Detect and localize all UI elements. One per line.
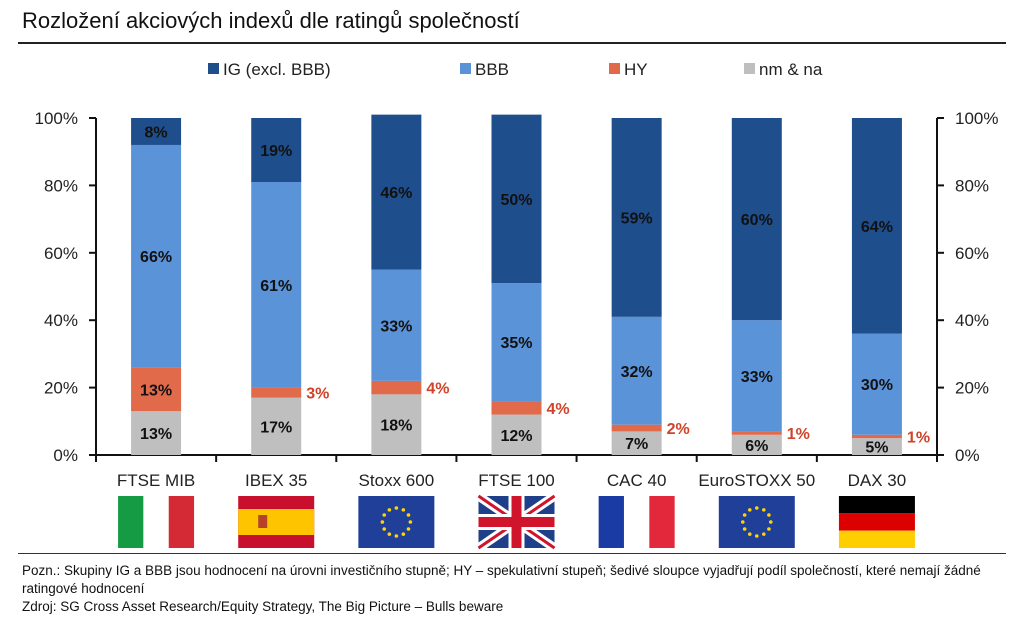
eu-flag xyxy=(718,496,795,548)
eu-flag xyxy=(358,496,435,548)
data-label-hy: 2% xyxy=(667,421,690,438)
y-tick-label-right: 0% xyxy=(955,446,980,465)
legend-swatch-ig xyxy=(208,63,219,74)
bar-segment-bbb xyxy=(731,320,782,432)
italy-flag xyxy=(118,496,195,548)
y-tick-label-left: 100% xyxy=(35,109,78,128)
bar-segment-bbb xyxy=(371,269,422,381)
data-label-hy: 4% xyxy=(547,401,570,418)
data-label-bbb: 35% xyxy=(500,335,532,352)
chart-title: Rozložení akciových indexů dle ratingů s… xyxy=(22,8,520,33)
bar-segment-ig xyxy=(611,118,662,317)
y-tick-label-left: 60% xyxy=(44,244,78,263)
data-label-bbb: 32% xyxy=(621,364,653,381)
data-label-hy: 1% xyxy=(907,429,930,446)
y-tick-label-right: 40% xyxy=(955,311,989,330)
x-category-label: IBEX 35 xyxy=(245,471,307,490)
france-flag xyxy=(598,496,675,548)
bar-segment-nm xyxy=(491,414,542,455)
y-tick-label-left: 40% xyxy=(44,311,78,330)
bar-segment-ig xyxy=(131,118,182,145)
data-label-nm: 6% xyxy=(745,438,768,455)
data-label-hy: 13% xyxy=(140,382,172,399)
data-label-ig: 19% xyxy=(260,143,292,160)
title-divider xyxy=(18,42,1006,44)
data-label-ig: 50% xyxy=(500,192,532,209)
data-label-bbb: 33% xyxy=(380,318,412,335)
bar-segment-bbb xyxy=(611,316,662,425)
bar-segment-bbb xyxy=(491,283,542,402)
bar-segment-hy xyxy=(491,401,542,415)
data-label-ig: 46% xyxy=(380,185,412,202)
data-label-nm: 7% xyxy=(625,436,648,453)
data-label-bbb: 33% xyxy=(741,369,773,386)
data-label-nm: 12% xyxy=(500,428,532,445)
bar-segment-nm xyxy=(131,411,182,455)
y-tick-label-left: 0% xyxy=(53,446,78,465)
bar-segment-ig xyxy=(731,118,782,321)
data-label-nm: 17% xyxy=(260,419,292,436)
legend-swatch-hy xyxy=(609,63,620,74)
germany-flag xyxy=(838,496,915,548)
data-label-nm: 13% xyxy=(140,426,172,443)
chart-note: Pozn.: Skupiny IG a BBB jsou hodnocení n… xyxy=(22,563,981,596)
y-tick-label-right: 100% xyxy=(955,109,998,128)
x-category-label: EuroSTOXX 50 xyxy=(698,471,815,490)
data-label-ig: 59% xyxy=(621,210,653,227)
bar-segment-bbb xyxy=(131,144,182,368)
bar-segment-nm xyxy=(731,434,782,455)
data-label-ig: 60% xyxy=(741,212,773,229)
legend-label-bbb: BBB xyxy=(475,60,509,79)
bar-segment-hy xyxy=(371,380,422,395)
y-tick-label-left: 20% xyxy=(44,379,78,398)
data-label-bbb: 61% xyxy=(260,278,292,295)
data-label-ig: 8% xyxy=(145,124,168,141)
bar-segment-ig xyxy=(491,114,542,284)
legend-label-hy: HY xyxy=(624,60,648,79)
data-label-nm: 5% xyxy=(865,440,888,457)
footer-divider xyxy=(18,553,1006,554)
legend-label-ig: IG (excl. BBB) xyxy=(223,60,331,79)
bar-segment-hy xyxy=(131,367,182,412)
bar-segment-nm xyxy=(851,438,902,455)
x-category-label: CAC 40 xyxy=(607,471,667,490)
y-tick-label-left: 80% xyxy=(44,176,78,195)
data-label-ig: 64% xyxy=(861,219,893,236)
data-label-hy: 4% xyxy=(426,381,449,398)
legend-label-nm: nm & na xyxy=(759,60,823,79)
bar-segment-ig xyxy=(851,118,902,334)
y-tick-label-right: 60% xyxy=(955,244,989,263)
x-category-label: FTSE 100 xyxy=(478,471,555,490)
data-label-nm: 18% xyxy=(380,418,412,435)
data-label-bbb: 66% xyxy=(140,249,172,266)
bar-segment-bbb xyxy=(251,182,302,388)
bar-segment-hy xyxy=(611,424,662,432)
stacked-bar-chart: 0% 0% 20% 20% 40% 40% 60% 60% 80% 80% 100% 100% 13% 1… xyxy=(35,60,998,550)
legend-swatch-bbb xyxy=(460,63,471,74)
bar-segment-nm xyxy=(611,431,662,455)
data-label-bbb: 30% xyxy=(861,377,893,394)
bar-segment-nm xyxy=(371,394,422,455)
bar-segment-hy xyxy=(851,434,902,439)
y-tick-label-right: 20% xyxy=(955,379,989,398)
data-label-hy: 1% xyxy=(787,426,810,443)
data-label-hy: 3% xyxy=(306,386,329,403)
bar-segment-nm xyxy=(251,397,302,455)
legend-swatch-nm xyxy=(744,63,755,74)
bar-segment-bbb xyxy=(851,333,902,435)
bar-segment-hy xyxy=(731,431,782,435)
bar-segment-hy xyxy=(251,387,302,398)
spain-flag xyxy=(238,496,315,548)
y-tick-label-right: 80% xyxy=(955,176,989,195)
uk-flag xyxy=(475,492,558,550)
x-category-label: Stoxx 600 xyxy=(359,471,435,490)
bar-segment-ig xyxy=(251,118,302,183)
x-category-label: DAX 30 xyxy=(848,471,907,490)
chart-source: Zdroj: SG Cross Asset Research/Equity St… xyxy=(22,599,504,614)
x-category-label: FTSE MIB xyxy=(117,471,195,490)
bar-segment-ig xyxy=(371,114,422,270)
